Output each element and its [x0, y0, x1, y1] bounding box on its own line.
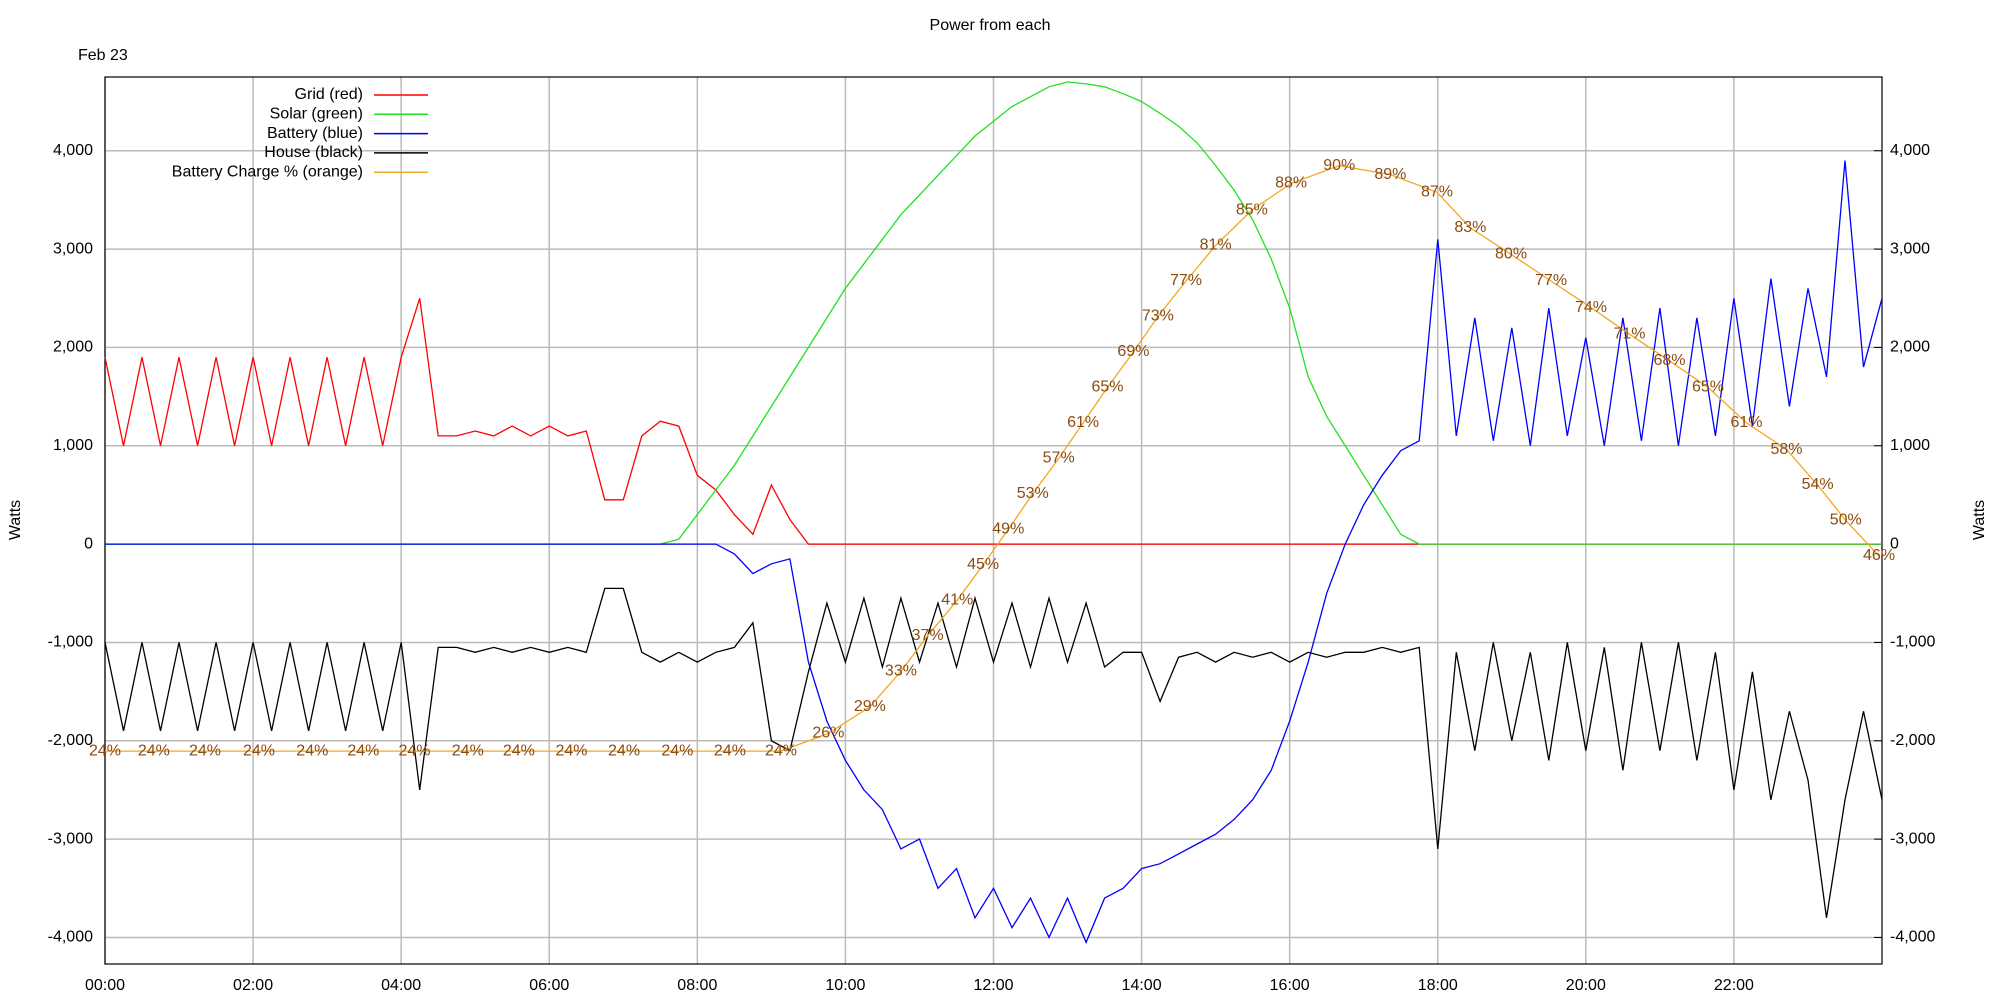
legend-label: Battery Charge % (orange)	[172, 163, 363, 180]
data-label: 45%	[967, 556, 999, 573]
legend-label: Grid (red)	[295, 86, 363, 103]
data-label: 24%	[765, 742, 797, 759]
data-label: 24%	[452, 742, 484, 759]
data-label: 83%	[1454, 219, 1486, 236]
y-tick-label: 3,000	[53, 240, 93, 257]
data-label: 80%	[1495, 246, 1527, 263]
y-tick-label: -2,000	[48, 732, 93, 749]
y-tick-label: 1,000	[53, 437, 93, 454]
x-tick-label: 16:00	[1270, 977, 1310, 994]
data-label: 24%	[714, 742, 746, 759]
x-tick-label: 02:00	[233, 977, 273, 994]
data-label: 24%	[138, 742, 170, 759]
data-label: 57%	[1043, 450, 1075, 467]
data-label: 77%	[1535, 272, 1567, 289]
data-label: 24%	[243, 742, 275, 759]
data-label: 58%	[1770, 441, 1802, 458]
series-line	[105, 165, 1880, 752]
series-line	[105, 160, 1883, 945]
x-tick-label: 12:00	[973, 977, 1013, 994]
y2-tick-label: 0	[1890, 535, 1899, 552]
data-label: 24%	[661, 742, 693, 759]
y2-tick-label: -1,000	[1890, 634, 1935, 651]
data-label: 24%	[89, 742, 121, 759]
x-tick-label: 22:00	[1714, 977, 1754, 994]
data-label: 26%	[812, 725, 844, 742]
data-label: 24%	[555, 742, 587, 759]
data-label: 24%	[296, 742, 328, 759]
data-label: 65%	[1092, 379, 1124, 396]
y-tick-label: 2,000	[53, 339, 93, 356]
x-tick-label: 08:00	[677, 977, 717, 994]
data-label: 81%	[1200, 237, 1232, 254]
y2-tick-label: 1,000	[1890, 437, 1930, 454]
data-label: 33%	[885, 663, 917, 680]
data-label: 37%	[912, 627, 944, 644]
chart-subtitle: Feb 23	[78, 47, 128, 64]
data-label: 50%	[1830, 512, 1862, 529]
x-tick-label: 00:00	[85, 977, 125, 994]
y2-tick-label: -3,000	[1890, 830, 1935, 847]
x-tick-label: 06:00	[529, 977, 569, 994]
x-tick-label: 04:00	[381, 977, 421, 994]
data-label: 24%	[398, 742, 430, 759]
data-label: 90%	[1323, 157, 1355, 174]
data-label: 46%	[1863, 547, 1895, 564]
data-label: 24%	[189, 742, 221, 759]
y2-tick-label: -2,000	[1890, 732, 1935, 749]
data-label: 74%	[1575, 299, 1607, 316]
data-label: 87%	[1421, 184, 1453, 201]
legend-label: Solar (green)	[270, 106, 363, 123]
data-label: 88%	[1275, 175, 1307, 192]
data-label: 73%	[1142, 308, 1174, 325]
y2-tick-label: 3,000	[1890, 240, 1930, 257]
y2-tick-label: 2,000	[1890, 339, 1930, 356]
x-tick-label: 18:00	[1418, 977, 1458, 994]
data-label: 41%	[941, 592, 973, 609]
y-axis-label: Watts	[7, 500, 24, 540]
series-line	[104, 587, 1883, 918]
data-label: 61%	[1067, 414, 1099, 431]
data-label: 61%	[1730, 414, 1762, 431]
data-label: 24%	[503, 742, 535, 759]
data-label: 29%	[854, 698, 886, 715]
x-tick-label: 20:00	[1566, 977, 1606, 994]
y-tick-label: -3,000	[48, 830, 93, 847]
legend-label: Battery (blue)	[267, 125, 363, 142]
data-label: 24%	[608, 742, 640, 759]
data-label: 54%	[1802, 476, 1834, 493]
plot-frame	[104, 76, 1883, 965]
data-label: 71%	[1614, 325, 1646, 342]
y-tick-label: 0	[84, 535, 93, 552]
y-tick-label: -1,000	[48, 634, 93, 651]
y-tick-label: -4,000	[48, 929, 93, 946]
data-label: 24%	[347, 742, 379, 759]
y2-tick-label: -4,000	[1890, 929, 1935, 946]
chart-title: Power from each	[930, 17, 1051, 34]
x-tick-label: 14:00	[1122, 977, 1162, 994]
data-label: 77%	[1170, 272, 1202, 289]
y2-tick-label: 4,000	[1890, 142, 1930, 159]
data-label: 69%	[1117, 343, 1149, 360]
y-tick-label: 4,000	[53, 142, 93, 159]
data-label: 89%	[1374, 166, 1406, 183]
y2-axis-label: Watts	[1971, 500, 1988, 540]
data-label: 53%	[1017, 485, 1049, 502]
data-label: 85%	[1236, 201, 1268, 218]
legend-label: House (black)	[264, 144, 363, 161]
data-label: 49%	[992, 521, 1024, 538]
data-label: 68%	[1653, 352, 1685, 369]
data-label: 65%	[1692, 379, 1724, 396]
x-tick-label: 10:00	[825, 977, 865, 994]
